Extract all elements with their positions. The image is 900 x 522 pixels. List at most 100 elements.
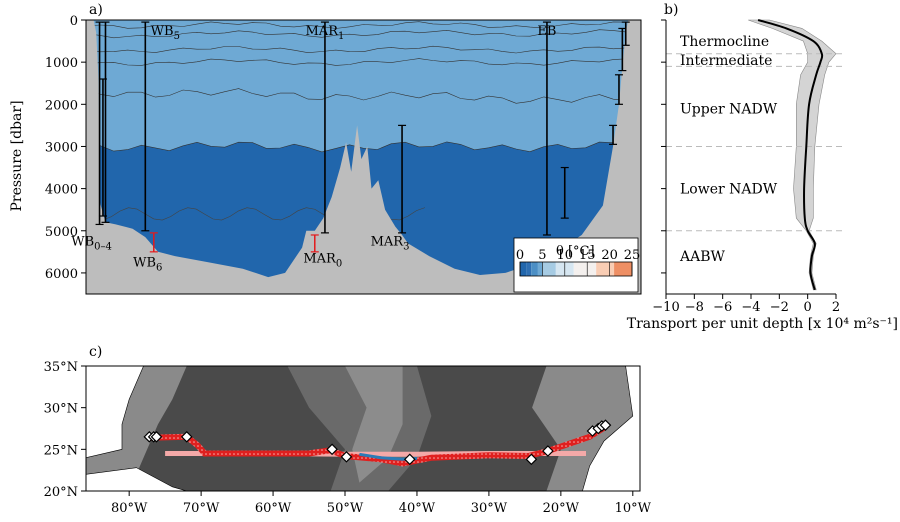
layer-boundaries xyxy=(666,53,846,232)
layer-label-0: Thermocline xyxy=(680,34,769,50)
colorbar-ticks: 0 5 10 15 20 25 xyxy=(516,248,640,276)
colorbar-cell-3 xyxy=(537,262,543,276)
isotherm-17 xyxy=(86,29,641,39)
panel-a-y-axis: 0 1000 2000 3000 4000 5000 6000 xyxy=(45,14,86,282)
mooring-label-MAR0: MAR0 xyxy=(303,251,342,269)
north-america-land xyxy=(86,366,144,458)
colorbar-tick-label: 20 xyxy=(601,248,618,263)
colorbar-tick-label: 10 xyxy=(557,248,574,263)
a-ytick-label: 0 xyxy=(70,14,78,29)
mooring-label-MAR3: MAR3 xyxy=(371,235,410,253)
isotherm-21 xyxy=(86,21,641,29)
mooring-label-subscript: 6 xyxy=(156,263,162,274)
panel-c-axes: 80°W 70°W 60°W 50°W 40°W 30°W 20°W 10°W 20°N 25°N… xyxy=(44,360,652,516)
colorbar: θ [°C] 0 5 10 15 20 25 xyxy=(513,237,640,293)
mooring-markers xyxy=(143,419,612,466)
mooring-lines xyxy=(95,21,630,253)
mooring-label-base: MAR xyxy=(303,251,337,266)
mooring-label-subscript: 5 xyxy=(174,31,180,42)
isotherm-12 xyxy=(86,45,641,54)
colorbar-cell-1 xyxy=(526,262,532,276)
c-xtick-label: 50°W xyxy=(327,501,364,516)
mooring-label-base: WB xyxy=(133,256,156,271)
isotherm-4 xyxy=(86,141,641,153)
a-ytick-label: 6000 xyxy=(45,267,78,282)
colorbar-cell-8 xyxy=(614,262,632,276)
c-ytick-label: 20°N xyxy=(44,485,78,500)
transport-uncertainty-band xyxy=(748,19,837,291)
bathymetry xyxy=(86,20,641,294)
mooring-label-base: WB xyxy=(151,24,174,39)
colorbar-tick-label: 25 xyxy=(624,248,641,263)
mooring-label-base: WB xyxy=(71,235,94,250)
mooring-label-subscript: 1 xyxy=(338,31,344,42)
c-xtick-label: 80°W xyxy=(111,501,148,516)
panel-b-axes: −10 −8 −6 −4 −2 0 2 xyxy=(652,19,840,315)
mooring-label-base: EB xyxy=(537,24,556,39)
colorbar-cell-0 xyxy=(520,262,527,276)
c-ytick-label: 25°N xyxy=(44,443,78,458)
panel-a-frame xyxy=(85,19,642,295)
panel-c: c) 80°W 70°W 60°W 50°W 40°W 30°W 20°W 10°W 20°N 2… xyxy=(44,344,652,516)
mooring-marker-6 xyxy=(403,453,416,466)
caribbean-land xyxy=(86,467,188,491)
isotherm-8 xyxy=(86,58,641,66)
mooring-marker-3 xyxy=(180,430,193,443)
c-xtick-label: 60°W xyxy=(255,501,292,516)
mooring-label-WB6: WB6 xyxy=(133,256,162,274)
isotherm-5 xyxy=(86,88,641,104)
mooring-label-base: MAR xyxy=(371,235,405,250)
a-ytick-label: 1000 xyxy=(45,56,78,71)
mooring-marker-7 xyxy=(525,453,538,466)
layer-label-4: AABW xyxy=(679,249,726,265)
mooring-marker-12 xyxy=(599,419,612,432)
b-xtick-label: −6 xyxy=(713,300,732,315)
c-xtick-label: 20°W xyxy=(543,501,580,516)
colorbar-cells xyxy=(519,261,633,277)
isotherm-band-4 xyxy=(86,20,641,152)
colorbar-cell-7 xyxy=(596,262,615,276)
panel-a-label: a) xyxy=(89,2,103,18)
seafloor xyxy=(86,20,641,294)
colorbar-label: θ [°C] xyxy=(556,244,595,259)
mooring-label-EB: EB xyxy=(537,24,556,39)
b-xtick-label: −8 xyxy=(685,300,704,315)
c-xtick-label: 10°W xyxy=(615,501,652,516)
mooring-label-WB0–4: WB0–4 xyxy=(71,235,112,253)
panel-b-x-label: Transport per unit depth [x 10⁴ m²s⁻¹] xyxy=(627,316,898,332)
a-ytick-label: 5000 xyxy=(45,225,78,240)
isotherm-lines xyxy=(86,21,641,221)
b-xtick-label: 2 xyxy=(832,300,840,315)
mooring-marker-2 xyxy=(150,430,163,443)
colorbar-tick-label: 5 xyxy=(538,248,546,263)
colorbar-tick-label: 15 xyxy=(579,248,596,263)
b-xtick-label: −4 xyxy=(741,300,760,315)
c-ytick-label: 30°N xyxy=(44,402,78,417)
panel-c-label: c) xyxy=(89,344,102,360)
a-ytick-label: 2000 xyxy=(45,98,78,113)
mooring-marker-4 xyxy=(326,443,338,456)
colorbar-cell-2 xyxy=(531,262,538,276)
mooring-marker-5 xyxy=(340,450,353,463)
layer-label-1: Intermediate xyxy=(680,53,772,69)
colorbar-cell-6 xyxy=(573,262,597,276)
mean-transport-line xyxy=(757,19,824,291)
layer-label-3: Lower NADW xyxy=(680,182,778,198)
mooring-label-MAR1: MAR1 xyxy=(306,24,345,42)
section-red xyxy=(150,425,606,467)
africa-land xyxy=(582,366,640,491)
mooring-label-base: MAR xyxy=(306,24,340,39)
c-xtick-label: 70°W xyxy=(183,501,220,516)
transport-band xyxy=(748,19,837,291)
panel-c-frame xyxy=(85,365,641,492)
c-xtick-label: 30°W xyxy=(471,501,508,516)
colorbar-cell-4 xyxy=(542,262,556,276)
mooring-label-subscript: 0–4 xyxy=(94,242,112,253)
layer-labels: Thermocline Intermediate Upper NADW Lower N… xyxy=(679,34,778,265)
mooring-label-subscript: 3 xyxy=(403,242,409,253)
bathymetry-map xyxy=(86,366,640,491)
panel-a-y-label: Pressure [dbar] xyxy=(9,100,25,211)
